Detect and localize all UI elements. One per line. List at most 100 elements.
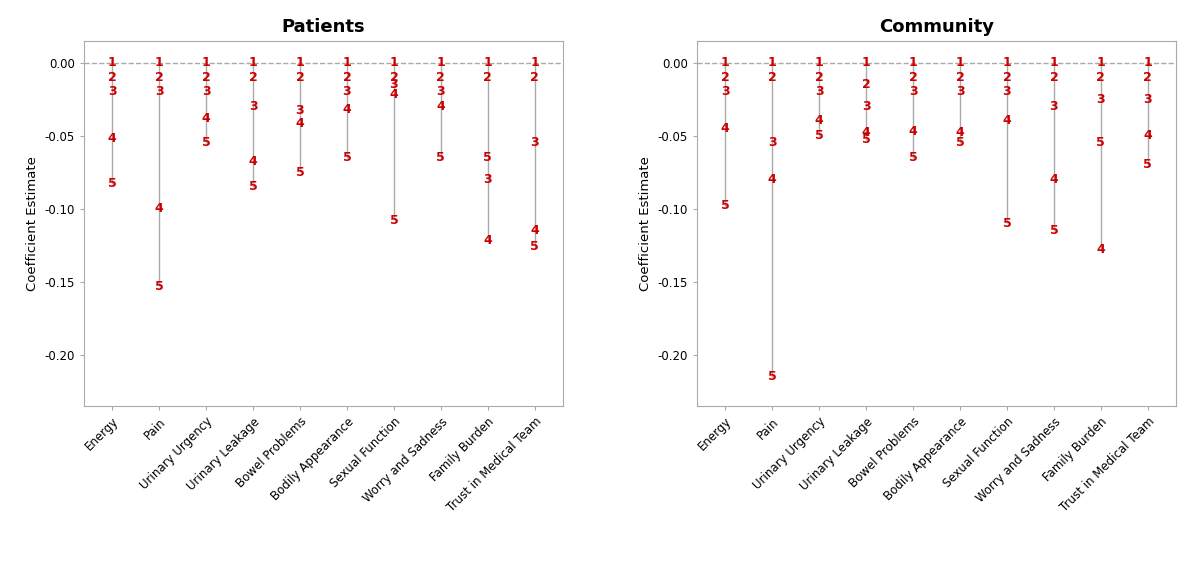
Text: 3: 3 bbox=[202, 85, 210, 98]
Text: 5: 5 bbox=[1097, 136, 1105, 150]
Text: 4: 4 bbox=[108, 132, 116, 145]
Text: 3: 3 bbox=[248, 100, 257, 113]
Text: 2: 2 bbox=[955, 71, 965, 84]
Text: 4: 4 bbox=[1002, 114, 1012, 128]
Text: 3: 3 bbox=[1050, 100, 1058, 113]
Text: 3: 3 bbox=[343, 85, 352, 98]
Text: 3: 3 bbox=[1097, 93, 1105, 106]
Text: 4: 4 bbox=[768, 173, 776, 186]
Text: 2: 2 bbox=[108, 71, 116, 84]
Text: 1: 1 bbox=[1144, 56, 1152, 69]
Text: 1: 1 bbox=[108, 56, 116, 69]
Text: 3: 3 bbox=[1003, 85, 1012, 98]
Text: 4: 4 bbox=[437, 100, 445, 113]
Text: 2: 2 bbox=[1002, 71, 1012, 84]
Text: 2: 2 bbox=[815, 71, 823, 84]
Text: 1: 1 bbox=[248, 56, 258, 69]
Text: 3: 3 bbox=[108, 85, 116, 98]
Text: 5: 5 bbox=[1002, 217, 1012, 230]
Text: 5: 5 bbox=[390, 214, 398, 227]
Text: 5: 5 bbox=[815, 129, 823, 142]
Text: 2: 2 bbox=[1050, 71, 1058, 84]
Text: 3: 3 bbox=[484, 173, 492, 186]
Text: 1: 1 bbox=[1002, 56, 1012, 69]
Text: 5: 5 bbox=[1144, 158, 1152, 171]
Text: 3: 3 bbox=[530, 136, 539, 150]
Text: 5: 5 bbox=[484, 151, 492, 164]
Title: Patients: Patients bbox=[282, 18, 365, 37]
Text: 1: 1 bbox=[484, 56, 492, 69]
Text: 2: 2 bbox=[908, 71, 918, 84]
Y-axis label: Coefficient Estimate: Coefficient Estimate bbox=[640, 156, 652, 291]
Text: 4: 4 bbox=[248, 155, 258, 168]
Text: 1: 1 bbox=[955, 56, 965, 69]
Text: 1: 1 bbox=[342, 56, 352, 69]
Text: 5: 5 bbox=[202, 136, 210, 150]
Text: 4: 4 bbox=[908, 125, 918, 137]
Text: 2: 2 bbox=[721, 71, 730, 84]
Text: 1: 1 bbox=[530, 56, 539, 69]
Text: 1: 1 bbox=[202, 56, 210, 69]
Text: 2: 2 bbox=[768, 71, 776, 84]
Text: 1: 1 bbox=[155, 56, 163, 69]
Text: 4: 4 bbox=[295, 117, 305, 130]
Text: 5: 5 bbox=[248, 180, 258, 193]
Text: 1: 1 bbox=[815, 56, 823, 69]
Text: 2: 2 bbox=[295, 71, 305, 84]
Text: 2: 2 bbox=[1097, 71, 1105, 84]
Text: 4: 4 bbox=[721, 122, 730, 135]
Text: 4: 4 bbox=[1144, 129, 1152, 142]
Text: 5: 5 bbox=[342, 151, 352, 164]
Title: Community: Community bbox=[880, 18, 994, 37]
Text: 2: 2 bbox=[862, 78, 870, 91]
Text: 1: 1 bbox=[1097, 56, 1105, 69]
Text: 2: 2 bbox=[342, 71, 352, 84]
Text: 3: 3 bbox=[908, 85, 917, 98]
Text: 3: 3 bbox=[768, 136, 776, 150]
Text: 2: 2 bbox=[390, 71, 398, 84]
Text: 3: 3 bbox=[437, 85, 445, 98]
Text: 1: 1 bbox=[1050, 56, 1058, 69]
Text: 2: 2 bbox=[530, 71, 539, 84]
Text: 4: 4 bbox=[815, 114, 823, 128]
Text: 2: 2 bbox=[248, 71, 258, 84]
Text: 5: 5 bbox=[108, 177, 116, 190]
Text: 4: 4 bbox=[530, 224, 539, 237]
Text: 4: 4 bbox=[1050, 173, 1058, 186]
Text: 1: 1 bbox=[862, 56, 870, 69]
Text: 2: 2 bbox=[437, 71, 445, 84]
Text: 5: 5 bbox=[155, 280, 163, 293]
Text: 3: 3 bbox=[1144, 93, 1152, 106]
Text: 2: 2 bbox=[202, 71, 210, 84]
Text: 4: 4 bbox=[955, 126, 965, 139]
Text: 5: 5 bbox=[955, 136, 965, 150]
Text: 2: 2 bbox=[484, 71, 492, 84]
Text: 1: 1 bbox=[295, 56, 305, 69]
Text: 5: 5 bbox=[908, 151, 918, 164]
Text: 5: 5 bbox=[530, 240, 539, 253]
Text: 2: 2 bbox=[1144, 71, 1152, 84]
Text: 5: 5 bbox=[437, 151, 445, 164]
Text: 4: 4 bbox=[155, 202, 163, 215]
Text: 2: 2 bbox=[155, 71, 163, 84]
Text: 5: 5 bbox=[721, 200, 730, 212]
Text: 1: 1 bbox=[437, 56, 445, 69]
Text: 4: 4 bbox=[390, 88, 398, 101]
Text: 4: 4 bbox=[202, 111, 210, 125]
Text: 3: 3 bbox=[862, 100, 870, 113]
Text: 4: 4 bbox=[1097, 243, 1105, 256]
Text: 3: 3 bbox=[390, 78, 398, 91]
Text: 3: 3 bbox=[815, 85, 823, 98]
Text: 5: 5 bbox=[1050, 224, 1058, 237]
Text: 3: 3 bbox=[721, 85, 730, 98]
Text: 5: 5 bbox=[862, 133, 870, 147]
Text: 4: 4 bbox=[484, 234, 492, 247]
Text: 1: 1 bbox=[768, 56, 776, 69]
Text: 1: 1 bbox=[908, 56, 918, 69]
Text: 5: 5 bbox=[768, 370, 776, 383]
Text: 1: 1 bbox=[721, 56, 730, 69]
Text: 1: 1 bbox=[390, 56, 398, 69]
Text: 3: 3 bbox=[955, 85, 965, 98]
Text: 4: 4 bbox=[342, 103, 352, 116]
Text: 3: 3 bbox=[155, 85, 163, 98]
